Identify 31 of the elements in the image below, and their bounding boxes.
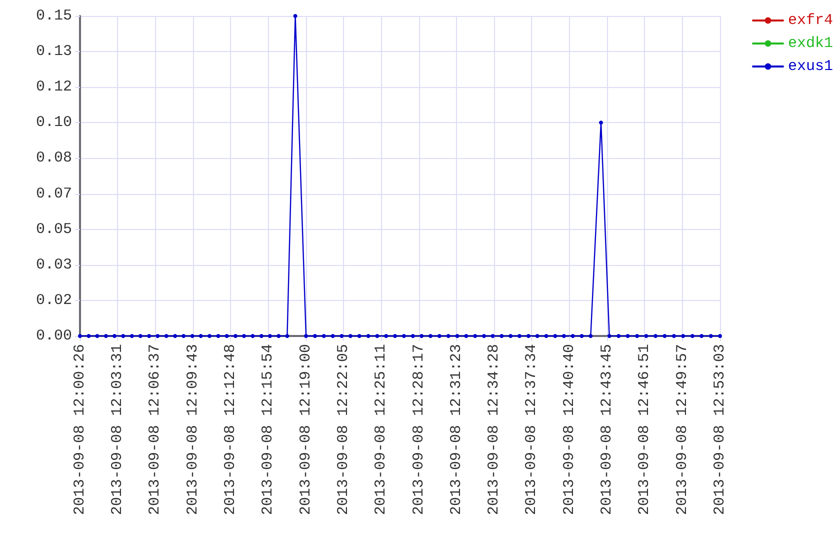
legend-label: exdk1 [788,35,834,52]
x-tick-label: 2013-09-08 12:49:57 [674,344,691,516]
x-tick-label: 2013-09-08 12:00:26 [72,344,88,516]
y-tick-label: 0.15 [36,8,72,24]
y-tick-label: 0.03 [36,256,72,274]
x-tick-label: 2013-09-08 12:46:51 [636,344,654,516]
x-tick-label: 2013-09-08 12:03:31 [109,344,126,516]
x-tick-label: 2013-09-08 12:43:45 [598,344,616,516]
x-tick-label: 2013-09-08 12:53:03 [712,344,728,516]
y-tick-label: 0.02 [36,292,72,309]
y-tick-label: 0.08 [36,150,72,167]
legend-label: exus1 [788,58,834,75]
y-tick-label: 0.10 [36,114,72,132]
legend-label: exfr4 [788,12,834,29]
y-tick-label: 0.05 [36,220,72,238]
x-tick-label: 2013-09-08 12:28:17 [410,344,428,516]
x-tick-label: 2013-09-08 12:34:28 [485,344,502,516]
x-tick-label: 2013-09-08 12:40:40 [560,344,578,516]
y-tick-label: 0.12 [36,78,72,96]
y-tick-label: 0.07 [36,185,72,202]
y-tick-label: 0.13 [36,43,72,60]
y-tick-label: 0.00 [36,328,72,344]
x-tick-label: 2013-09-08 12:15:54 [260,344,277,516]
x-tick-label: 2013-09-08 12:22:05 [334,344,352,516]
x-tick-label: 2013-09-08 12:06:37 [146,344,164,516]
x-tick-label: 2013-09-08 12:09:43 [184,344,202,516]
x-tick-label: 2013-09-08 12:31:23 [448,344,465,516]
x-tick-label: 2013-09-08 12:25:11 [372,344,390,516]
x-tick-label: 2013-09-08 12:19:00 [297,344,314,516]
x-tick-label: 2013-09-08 12:12:48 [222,344,239,516]
x-tick-label: 2013-09-08 12:37:34 [523,344,540,516]
